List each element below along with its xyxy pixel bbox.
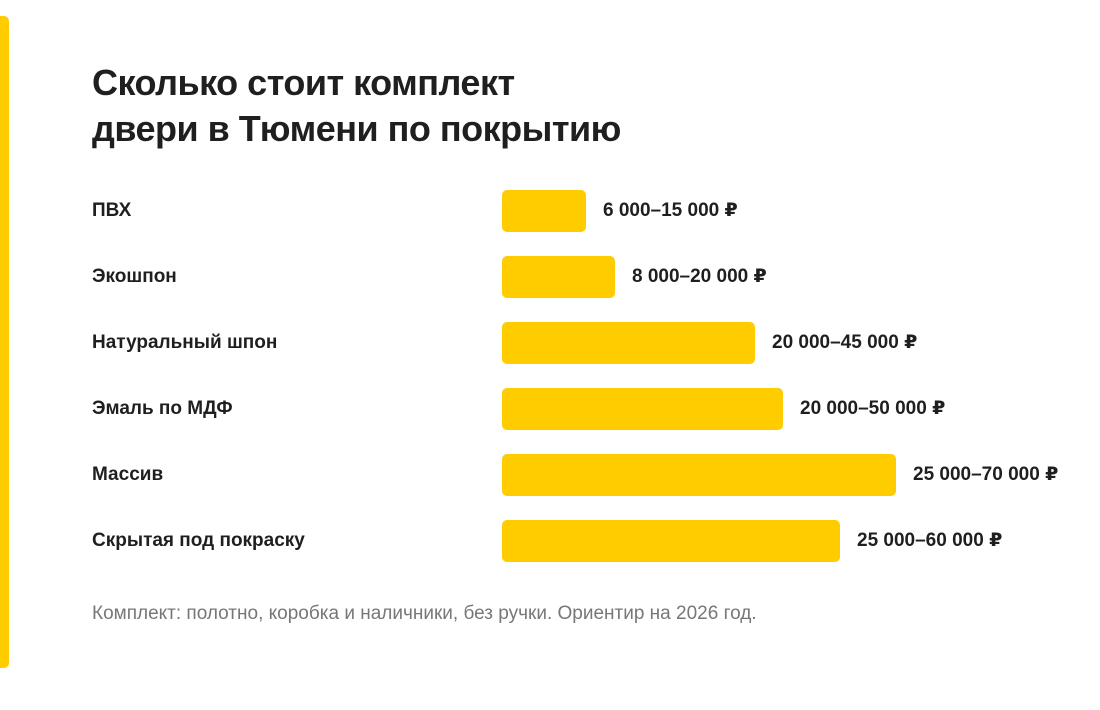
accent-line [0,16,9,668]
value-label: 25 000–60 000 ₽ [857,530,1003,551]
bar [502,322,755,364]
value-label: 20 000–50 000 ₽ [800,398,946,419]
value-label: 20 000–45 000 ₽ [772,332,918,353]
chart-title: Сколько стоит комплект двери в Тюмени по… [92,60,892,152]
category-label: Массив [92,464,164,485]
bar [502,256,615,298]
bar [502,190,586,232]
category-label: ПВХ [92,200,132,221]
value-label: 25 000–70 000 ₽ [913,464,1059,485]
bar [502,520,840,562]
chart-title-line-2: двери в Тюмени по покрытию [92,108,621,149]
category-label: Натуральный шпон [92,332,278,353]
bar-chart: ПВХ 6 000–15 000 ₽ Экошпон 8 000–20 000 ₽ На… [92,190,1059,562]
category-label: Скрытая под покраску [92,530,305,551]
value-label: 8 000–20 000 ₽ [632,266,767,287]
footnote: Комплект: полотно, коробка и наличники, … [92,603,757,624]
bar [502,454,896,496]
category-label: Эмаль по МДФ [92,398,233,419]
bar [502,388,783,430]
category-label: Экошпон [92,266,177,287]
value-label: 6 000–15 000 ₽ [603,200,738,221]
chart-title-line-1: Сколько стоит комплект [92,62,515,103]
